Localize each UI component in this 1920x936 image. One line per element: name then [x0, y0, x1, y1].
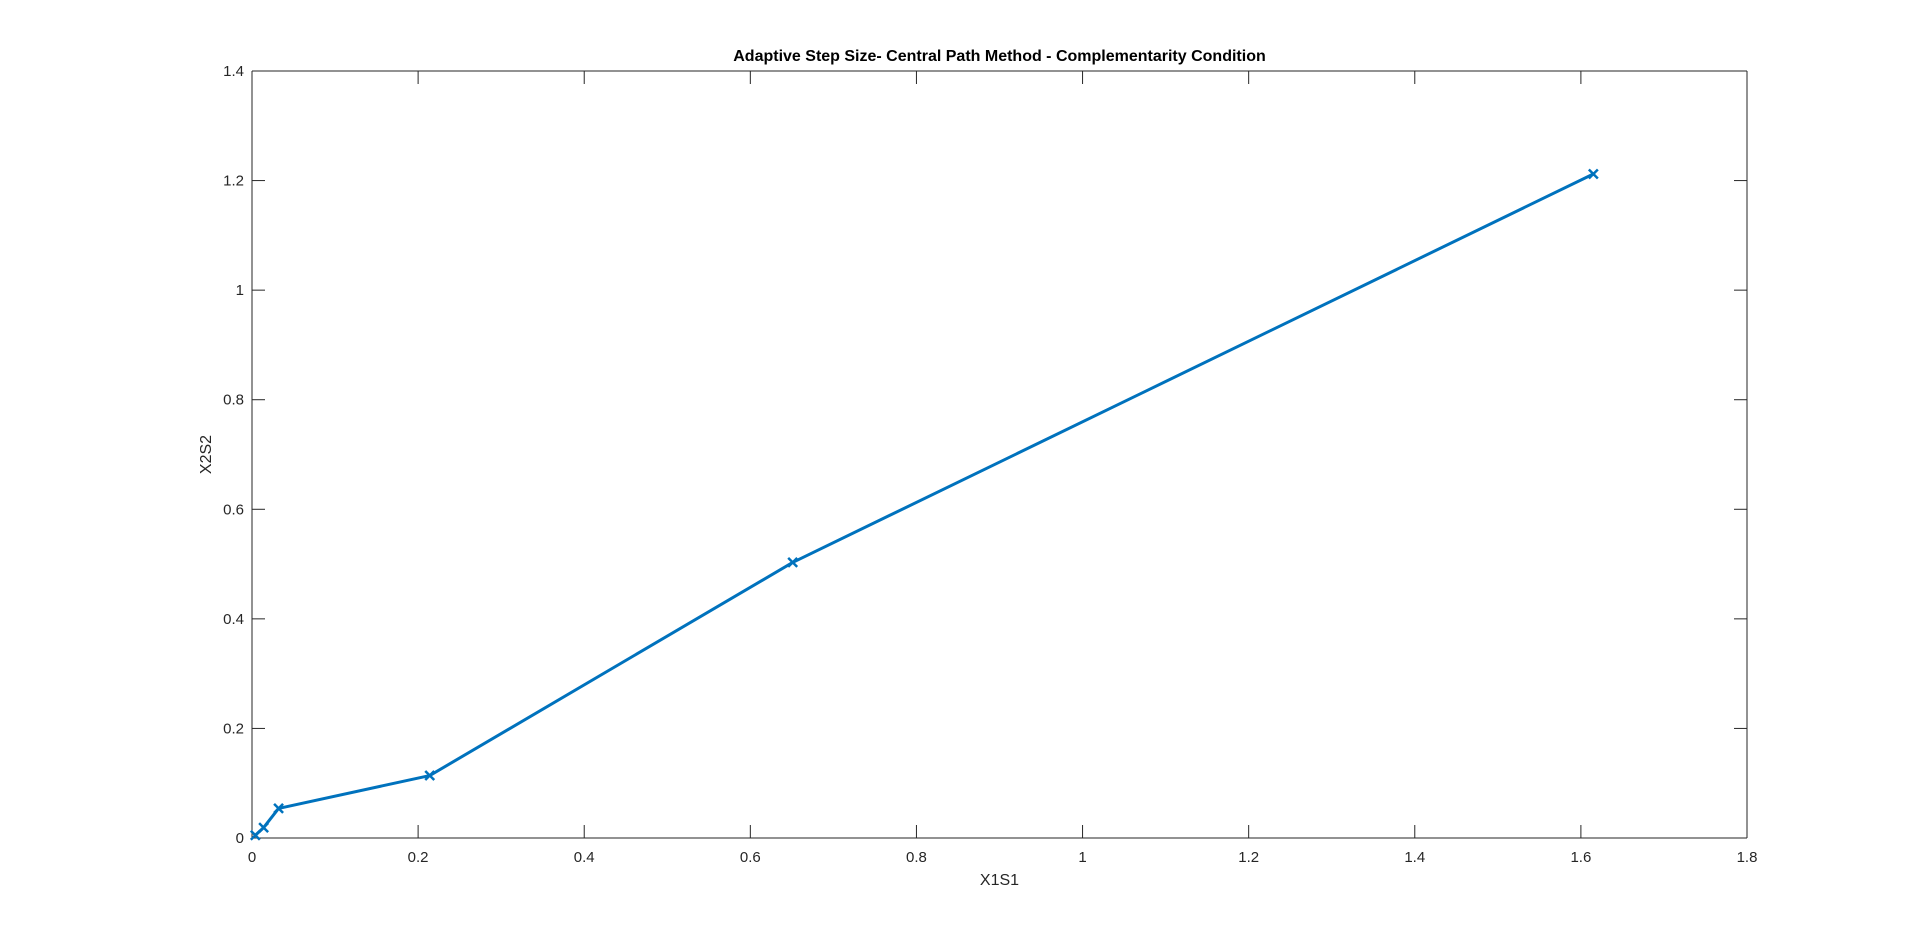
- x-tick-label: 0: [248, 849, 256, 866]
- y-tick-label: 0.6: [223, 501, 244, 518]
- x-tick-label: 1.4: [1404, 849, 1425, 866]
- y-tick-label: 0.8: [223, 392, 244, 409]
- plot-area: [252, 71, 1747, 838]
- marker-stroke: [258, 822, 270, 833]
- data-point-marker: [249, 829, 261, 841]
- x-tick-label: 1: [1078, 849, 1086, 866]
- x-tick-label: 1.6: [1570, 849, 1591, 866]
- x-tick-label: 1.2: [1238, 849, 1259, 866]
- data-point-marker: [787, 557, 799, 568]
- marker-stroke: [424, 770, 436, 781]
- x-axis-label: X1S1: [980, 872, 1019, 889]
- marker-stroke: [249, 829, 261, 841]
- y-tick-label: 0.2: [223, 720, 244, 737]
- data-point-marker: [1587, 168, 1599, 180]
- axis-ticks: 0 0.2 0.4 0.6 0.8 1 1.2 1.4 1.6 1.8 0 0.2 0.4 0.6 0.8 1…: [223, 63, 1757, 866]
- data-series: [249, 168, 1599, 841]
- data-point-marker: [258, 822, 270, 833]
- data-point-marker: [273, 803, 284, 814]
- chart-title: Adaptive Step Size- Central Path Method …: [733, 48, 1265, 65]
- x-tick-label: 0.4: [574, 849, 595, 866]
- y-tick-label: 1.2: [223, 173, 244, 190]
- axes: [251, 70, 1748, 839]
- y-tick-label: 1.4: [223, 63, 244, 80]
- x-tick-label: 0.2: [408, 849, 429, 866]
- marker-stroke: [1587, 168, 1599, 180]
- data-point-marker: [424, 770, 436, 781]
- y-tick-label: 0.4: [223, 611, 244, 628]
- x-tick-label: 1.8: [1737, 849, 1758, 866]
- y-tick-label: 0: [236, 830, 244, 847]
- x-tick-label: 0.8: [906, 849, 927, 866]
- y-tick-label: 1: [236, 282, 244, 299]
- y-axis-label: X2S2: [198, 435, 215, 474]
- marker-stroke: [273, 803, 284, 814]
- x-tick-label: 0.6: [740, 849, 761, 866]
- marker-stroke: [787, 557, 799, 568]
